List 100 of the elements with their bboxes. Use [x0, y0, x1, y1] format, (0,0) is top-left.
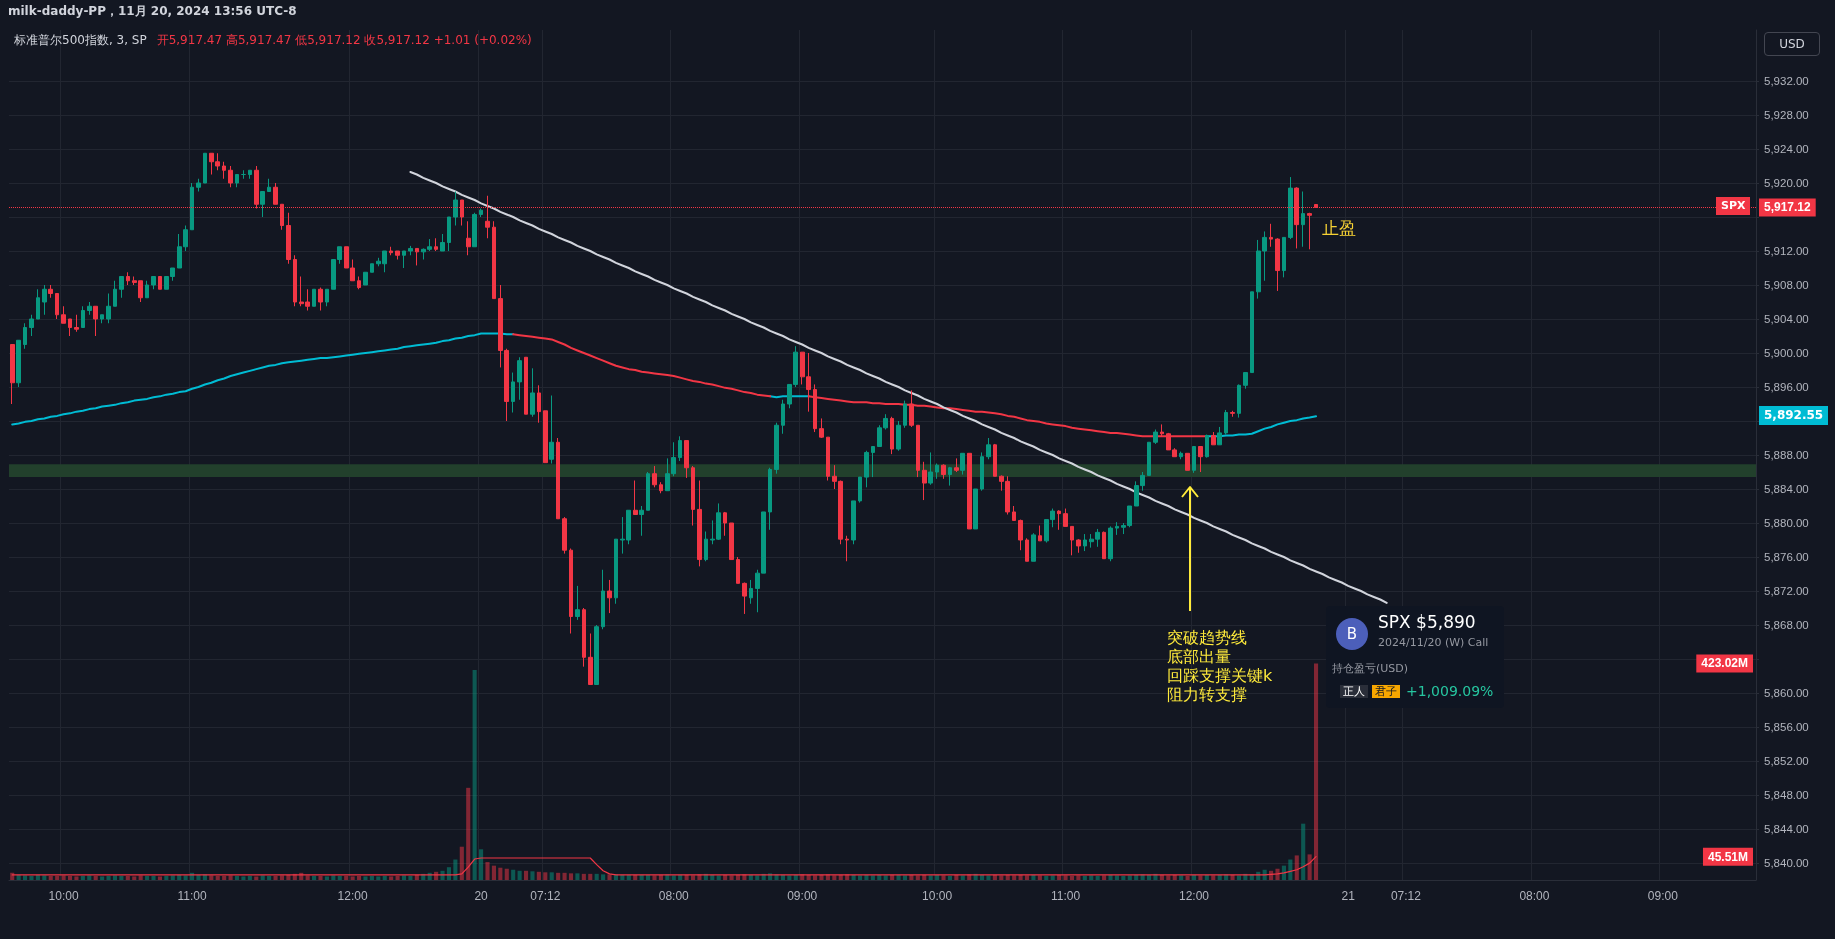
line-series	[11, 856, 1317, 876]
bar	[472, 670, 477, 880]
x-tick-label: 20	[474, 889, 489, 903]
y-tick-label: 5,928.00	[1764, 109, 1809, 121]
bar	[363, 876, 368, 880]
bar	[48, 875, 53, 880]
bar	[1063, 875, 1068, 880]
y-tick-label: 5,884.00	[1764, 483, 1809, 495]
candlestick	[607, 579, 612, 614]
bar	[1044, 875, 1049, 880]
bar	[601, 874, 606, 880]
annotation: +1,009.09%	[1406, 683, 1494, 700]
candlestick	[126, 271, 130, 286]
bar	[1294, 855, 1299, 880]
candlestick	[479, 208, 483, 218]
candlestick	[1288, 176, 1293, 240]
bar	[395, 875, 400, 880]
y-tick-label: 5,896.00	[1764, 381, 1809, 393]
candlestick	[100, 314, 104, 324]
annotation: 回踩支撑关键k	[1167, 666, 1273, 686]
avatar: B	[1336, 618, 1368, 650]
bar	[273, 875, 278, 880]
x-tick-label: 09:00	[787, 889, 818, 903]
bar	[543, 872, 548, 880]
bar	[318, 875, 323, 880]
candlestick	[524, 356, 528, 415]
x-tick-label: 07:12	[1390, 889, 1422, 903]
y-tick-label: 5,920.00	[1764, 177, 1809, 189]
candlestick	[325, 288, 329, 307]
chart-subtitle: 开5,917.47 高5,917.47 低5,917.12 收5,917.12 +1.01 (+0.02%)	[156, 33, 532, 47]
candlestick	[916, 424, 920, 478]
candlestick	[1307, 212, 1312, 250]
candlestick	[158, 276, 162, 290]
candlestick	[10, 344, 15, 405]
bar	[67, 875, 73, 880]
candlestick	[286, 212, 291, 265]
bar	[504, 868, 509, 880]
bar	[568, 873, 574, 880]
x-tick-label: 10:00	[922, 889, 953, 903]
candlestick	[453, 191, 458, 226]
y-tick-label: 5,888.00	[1764, 449, 1809, 461]
bar	[254, 876, 259, 880]
bar	[459, 846, 464, 880]
candlestick	[993, 443, 997, 477]
bar	[819, 874, 824, 880]
candlestick	[511, 372, 515, 413]
bar	[80, 875, 85, 880]
candlestick	[23, 322, 27, 350]
candlestick	[235, 174, 239, 188]
bar	[119, 875, 124, 880]
candlestick	[543, 410, 548, 464]
bar	[1307, 854, 1312, 880]
bar	[132, 876, 137, 880]
candlestick	[29, 314, 34, 337]
candlestick	[370, 263, 374, 273]
bar	[575, 873, 580, 880]
candlestick	[549, 395, 554, 464]
bar	[607, 874, 612, 880]
candlestick	[312, 288, 316, 307]
bar	[588, 873, 593, 880]
candlestick	[1185, 452, 1190, 471]
candlestick	[1102, 531, 1106, 560]
candlestick	[864, 450, 869, 488]
annotation: 突破趋势线	[1167, 628, 1247, 648]
candlestick	[81, 305, 85, 328]
bar	[562, 872, 567, 880]
candlestick	[1198, 446, 1203, 473]
candlestick	[896, 420, 901, 452]
bar	[530, 871, 535, 880]
bar	[549, 872, 554, 880]
bar	[389, 876, 394, 880]
candlestick	[222, 161, 226, 180]
candlestick	[1230, 410, 1235, 418]
candlestick	[736, 556, 740, 584]
candlestick	[826, 436, 830, 481]
candlestick	[928, 451, 933, 486]
candlestick	[986, 437, 991, 460]
bar	[93, 875, 98, 880]
bar	[1313, 663, 1319, 880]
candlestick	[145, 280, 149, 299]
candlestick	[1205, 434, 1209, 459]
candlestick	[948, 466, 952, 487]
bar	[1301, 823, 1306, 880]
candlestick	[954, 457, 959, 473]
candlestick	[1179, 451, 1183, 460]
bar	[581, 873, 586, 880]
candlestick	[845, 535, 849, 562]
candlestick	[1018, 519, 1023, 551]
bar	[408, 875, 413, 880]
candlestick	[729, 522, 734, 561]
bar	[941, 875, 946, 880]
bar	[29, 875, 34, 880]
candlestick	[742, 582, 747, 615]
candlestick	[447, 216, 451, 252]
bar	[324, 876, 329, 880]
y-tick-label: 5,868.00	[1764, 619, 1809, 631]
candlestick	[395, 250, 400, 260]
candlestick	[678, 435, 682, 462]
candlestick	[1115, 521, 1119, 536]
candlestick	[646, 471, 650, 511]
